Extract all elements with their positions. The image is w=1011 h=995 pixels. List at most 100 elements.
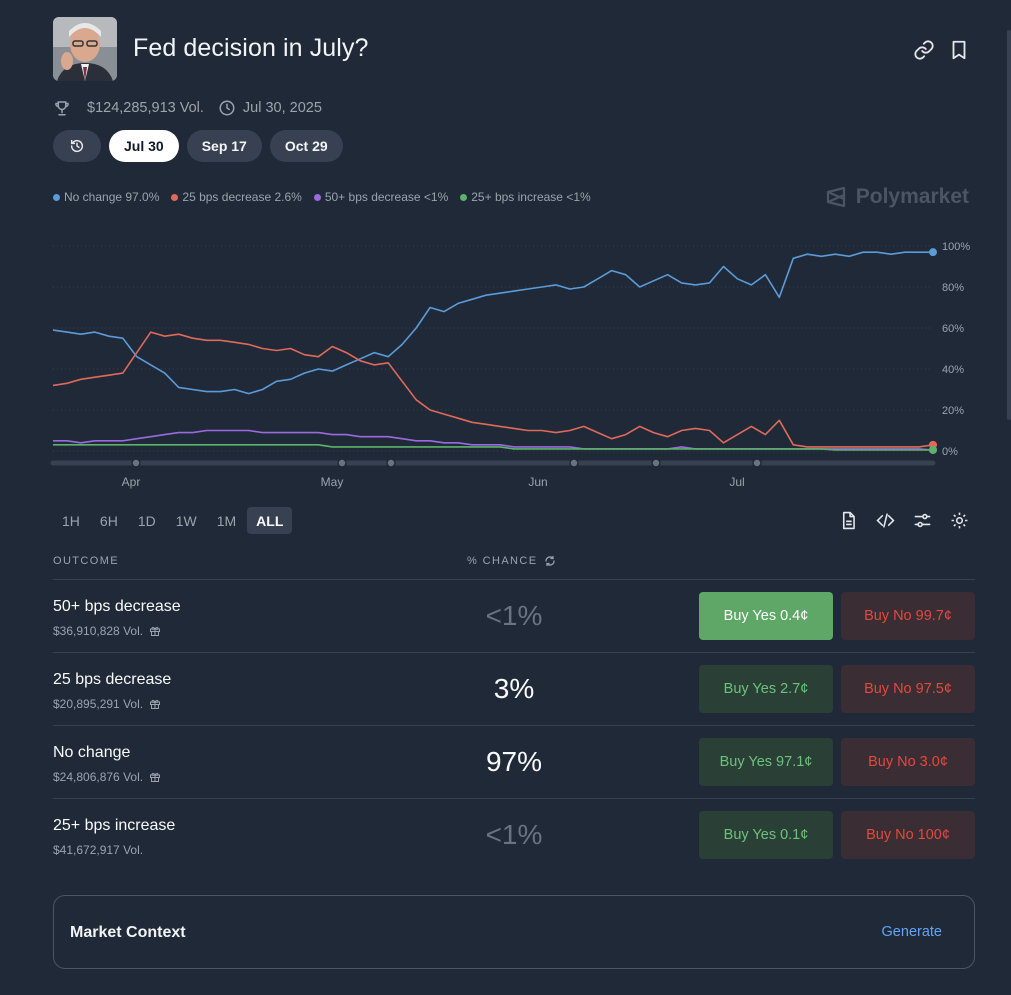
timeline-marker <box>752 458 762 468</box>
polymarket-icon <box>826 186 845 208</box>
range-1h[interactable]: 1H <box>62 512 80 529</box>
export-button[interactable] <box>839 511 858 530</box>
market-header: Fed decision in July? <box>53 17 975 83</box>
y-tick-label: 80% <box>942 282 964 294</box>
page-scrollbar[interactable] <box>1007 30 1011 420</box>
market-meta: $124,285,913 Vol. Jul 30, 2025 <box>53 97 322 119</box>
series-end-point-3 <box>929 445 937 454</box>
table-row[interactable]: 25 bps decrease $20,895,291 Vol. 3% Buy … <box>53 652 975 725</box>
buy-yes-button[interactable]: Buy Yes 2.7¢ <box>699 665 833 713</box>
document-icon <box>842 511 855 530</box>
gift-icon[interactable] <box>149 698 161 710</box>
legend-dot <box>313 193 321 201</box>
chart-legend: No change 97.0% 25 bps decrease 2.6% 50+… <box>53 190 591 204</box>
legend-50-decrease: 50+ bps decrease <1% <box>313 190 448 204</box>
legend-dot <box>460 193 468 201</box>
date-tabs: Jul 30 Sep 17 Oct 29 <box>53 130 343 162</box>
buy-yes-button[interactable]: Buy Yes 97.1¢ <box>699 738 833 786</box>
generate-button[interactable]: Generate <box>881 924 942 940</box>
table-row[interactable]: No change $24,806,876 Vol. 97% Buy Yes 9… <box>53 725 975 798</box>
gift-icon[interactable] <box>149 625 161 637</box>
tab-jul-30[interactable]: Jul 30 <box>109 130 179 162</box>
buy-no-button[interactable]: Buy No 3.0¢ <box>841 738 975 786</box>
chart-tools <box>839 511 969 530</box>
x-tick-label: Apr <box>122 475 141 489</box>
brand-name: Polymarket <box>855 185 969 208</box>
outcome-volume: $24,806,876 Vol. <box>53 770 161 784</box>
outcome-volume: $20,895,291 Vol. <box>53 697 161 711</box>
polymarket-logo: Polymarket <box>824 185 969 209</box>
refresh-icon[interactable] <box>544 555 556 567</box>
y-tick-label: 20% <box>942 405 964 417</box>
chart-filter-button[interactable] <box>913 511 932 530</box>
outcome-chance: 3% <box>493 673 535 704</box>
sliders-icon <box>914 513 931 528</box>
market-page: Fed decision in July? $124,285,913 Vol. … <box>50 0 975 995</box>
outcome-name: 25 bps decrease <box>53 671 172 688</box>
buy-no-button[interactable]: Buy No 100¢ <box>841 811 975 859</box>
table-row[interactable]: 25+ bps increase $41,672,917 Vol. <1% Bu… <box>53 798 975 871</box>
x-tick-label: May <box>321 475 344 489</box>
timeline-marker <box>651 458 661 468</box>
range-1m[interactable]: 1M <box>216 512 237 529</box>
bookmark-button[interactable] <box>948 39 970 61</box>
outcomes-table-header: OUTCOME % CHANCE <box>53 555 975 579</box>
series-end-point-0 <box>929 248 937 257</box>
series-line-3 <box>53 444 933 451</box>
copy-link-button[interactable] <box>913 39 935 61</box>
market-context-panel: Market Context Generate <box>53 895 975 969</box>
range-1w[interactable]: 1W <box>175 512 197 529</box>
outcome-name: 25+ bps increase <box>53 817 176 834</box>
legend-no-change: No change 97.0% <box>53 190 159 204</box>
market-title: Fed decision in July? <box>133 34 369 62</box>
end-date: Jul 30, 2025 <box>242 100 322 116</box>
outcome-chance: <1% <box>485 600 543 631</box>
legend-25-decrease: 25 bps decrease 2.6% <box>171 190 302 204</box>
link-icon <box>914 40 934 60</box>
buy-no-button[interactable]: Buy No 97.5¢ <box>841 665 975 713</box>
tab-sep-17[interactable]: Sep 17 <box>186 130 262 162</box>
series-line-0 <box>52 251 933 395</box>
time-range-buttons: 1H 6H 1D 1W 1M ALL <box>53 507 293 534</box>
outcome-volume: $41,672,917 Vol. <box>53 843 143 857</box>
outcome-volume-text: $41,672,917 Vol. <box>53 843 144 857</box>
outcome-chance: 97% <box>485 746 543 777</box>
end-date-meta: Jul 30, 2025 <box>218 99 322 117</box>
market-context-label: Market Context <box>70 924 186 941</box>
range-6h[interactable]: 6H <box>99 512 118 529</box>
table-row[interactable]: 50+ bps decrease $36,910,828 Vol. <1% Bu… <box>53 579 975 652</box>
legend-dot <box>53 193 60 201</box>
legend-dot <box>171 193 179 201</box>
buy-no-button[interactable]: Buy No 99.7¢ <box>841 592 975 640</box>
outcome-name: No change <box>53 744 131 761</box>
outcome-volume-text: $20,895,291 Vol. <box>53 697 144 711</box>
legend-label: 25 bps decrease 2.6% <box>182 190 302 204</box>
timeline-marker <box>569 458 579 468</box>
legend-25-increase: 25+ bps increase <1% <box>460 190 591 204</box>
range-all[interactable]: ALL <box>247 507 293 534</box>
timeline-marker <box>131 458 141 468</box>
history-tab[interactable] <box>53 130 101 162</box>
x-tick-label: Jun <box>528 475 547 489</box>
price-chart-svg: 100% 80% 60% 40% 20% 0% Apr May Jun Jul <box>50 241 970 489</box>
embed-button[interactable] <box>876 511 895 530</box>
tab-oct-29[interactable]: Oct 29 <box>269 130 343 162</box>
legend-label: 25+ bps increase <1% <box>471 190 591 204</box>
outcome-volume: $36,910,828 Vol. <box>53 624 161 638</box>
gift-icon[interactable] <box>149 771 161 783</box>
buy-yes-button[interactable]: Buy Yes 0.1¢ <box>699 811 833 859</box>
gear-icon <box>951 512 968 529</box>
outcome-volume-text: $36,910,828 Vol. <box>53 624 144 638</box>
trophy-icon <box>55 101 69 116</box>
chance-header-label: % CHANCE <box>467 555 538 567</box>
volume-meta: $124,285,913 Vol. <box>53 99 204 117</box>
history-icon <box>70 139 84 153</box>
price-chart[interactable]: 100% 80% 60% 40% 20% 0% Apr May Jun Jul <box>50 236 975 492</box>
range-1d[interactable]: 1D <box>137 512 156 529</box>
chart-settings-button[interactable] <box>950 511 969 530</box>
outcome-column-header: OUTCOME <box>53 555 120 567</box>
buy-yes-button[interactable]: Buy Yes 0.4¢ <box>699 592 833 640</box>
timeline-marker <box>337 458 347 468</box>
y-tick-label: 100% <box>942 241 970 253</box>
y-tick-label: 40% <box>942 364 964 376</box>
